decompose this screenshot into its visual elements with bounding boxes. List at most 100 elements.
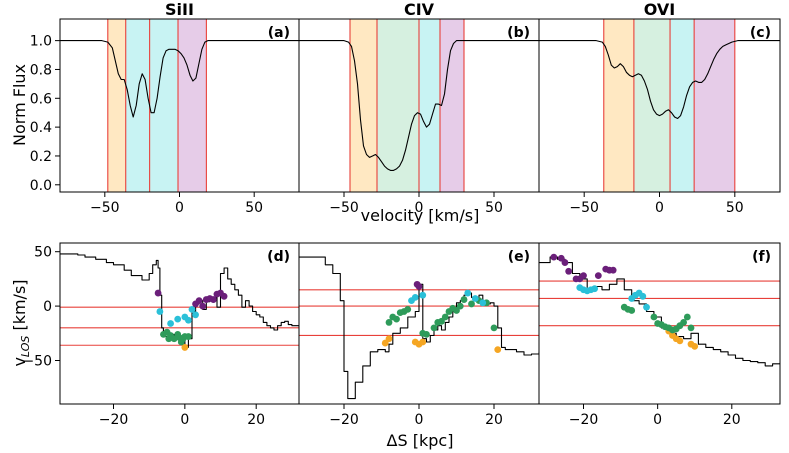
- point-green: [460, 296, 468, 303]
- panel-a: −50 0 50 0.0 0.2 0.4 0.6 0.8 1.0 (a) SiII: [30, 0, 300, 216]
- band-cyan: [419, 19, 440, 192]
- x-tick-label: 0: [180, 412, 189, 428]
- point-cyan: [156, 308, 164, 315]
- x-tick-label: 20: [485, 412, 503, 428]
- panel-label: (b): [507, 25, 530, 41]
- point-orange: [494, 346, 502, 354]
- x-tick-label: −50: [569, 200, 599, 216]
- x-tick-label: 0: [653, 412, 662, 428]
- panel-title: OVI: [644, 0, 676, 19]
- point-cyan: [639, 292, 647, 300]
- point-purple: [209, 296, 217, 303]
- point-orange: [385, 335, 393, 343]
- point-purple: [561, 259, 569, 266]
- plot-area: [60, 253, 299, 351]
- band-orange: [350, 19, 377, 192]
- plot-area: [299, 256, 539, 400]
- series-line: [299, 256, 539, 400]
- point-green: [683, 313, 691, 321]
- point-orange: [676, 337, 684, 345]
- x-tick-label: 0: [415, 412, 424, 428]
- x-tick-label: 0: [655, 200, 664, 216]
- band-cyan: [670, 19, 695, 192]
- point-purple: [199, 302, 207, 310]
- point-green: [490, 324, 498, 332]
- panel-label: (e): [508, 249, 530, 265]
- point-cyan: [411, 293, 419, 301]
- x-tick-label: −50: [329, 200, 359, 216]
- panel-title: CIV: [404, 0, 435, 19]
- point-purple: [195, 297, 203, 305]
- band-cyan: [125, 19, 150, 192]
- panel-e: −20 0 20 (e): [298, 242, 540, 428]
- point-cyan: [192, 311, 199, 319]
- point-green: [430, 324, 438, 332]
- point-cyan: [479, 299, 487, 307]
- bottom-x-axis-label: ΔS [kpc]: [387, 431, 454, 450]
- y-tick-label: 0: [43, 299, 52, 315]
- point-green: [404, 305, 412, 313]
- point-cyan: [174, 315, 182, 323]
- y-tick-label: 50: [34, 245, 52, 261]
- band-cyan: [149, 19, 179, 192]
- x-tick-label: 50: [726, 200, 744, 216]
- x-tick-label: −20: [569, 412, 599, 428]
- band-orange: [603, 19, 634, 192]
- x-tick-label: 0: [415, 200, 424, 216]
- point-green: [423, 330, 430, 338]
- series-line: [60, 40, 299, 118]
- panel-label: (c): [750, 25, 771, 41]
- top-x-axis-label: velocity [km/s]: [361, 206, 480, 225]
- plot-area: [60, 19, 299, 192]
- band-orange: [107, 19, 126, 192]
- ylabel-v: v: [10, 357, 29, 366]
- band-purple: [694, 19, 735, 192]
- point-cyan: [188, 305, 196, 313]
- point-purple: [154, 289, 162, 297]
- point-purple: [580, 272, 587, 280]
- x-tick-label: 20: [247, 412, 265, 428]
- y-tick-label: −50: [22, 353, 52, 369]
- y-tick-label: 0.2: [30, 149, 52, 165]
- x-tick-label: −50: [90, 200, 120, 216]
- band-purple: [178, 19, 207, 192]
- panel-c: −50 0 50 (c) OVI: [538, 0, 781, 216]
- point-cyan: [167, 320, 174, 327]
- y-tick-label: 0.8: [30, 62, 52, 78]
- point-purple: [609, 266, 617, 274]
- axes-frame: [59, 242, 300, 405]
- panel-f: −20 0 20 (f): [538, 242, 781, 428]
- plot-area: [539, 19, 780, 192]
- band-green: [377, 19, 419, 192]
- panel-b: −50 0 50 (b) CIV: [298, 0, 540, 216]
- y-tick-label: 0.4: [30, 120, 52, 136]
- y-tick-label: 0.6: [30, 91, 52, 107]
- point-cyan: [471, 295, 479, 302]
- point-purple: [594, 272, 602, 280]
- point-purple: [415, 283, 423, 290]
- series-line: [539, 40, 780, 120]
- x-tick-label: 0: [175, 200, 184, 216]
- ylabel-subscript: LOS: [19, 336, 32, 357]
- panel-label: (f): [752, 249, 771, 265]
- x-tick-label: 50: [245, 200, 263, 216]
- panel-label: (d): [267, 249, 290, 265]
- point-purple: [220, 292, 228, 300]
- x-tick-label: −20: [329, 412, 359, 428]
- plot-area: [539, 253, 780, 367]
- x-tick-label: −20: [99, 412, 129, 428]
- y-tick-label: 0.0: [30, 178, 52, 194]
- ylabel-unit: [km/s]: [10, 279, 29, 335]
- point-green: [385, 319, 393, 326]
- panel-label: (a): [268, 25, 290, 41]
- point-green: [441, 313, 449, 321]
- point-purple: [565, 267, 573, 275]
- point-cyan: [419, 291, 427, 299]
- point-cyan: [464, 289, 472, 297]
- point-green: [680, 319, 687, 326]
- series-line: [299, 40, 539, 171]
- panel-d: −20 0 20 −50 0 50 (d): [22, 242, 300, 428]
- point-orange: [419, 338, 427, 346]
- y-tick-label: 1.0: [30, 34, 52, 50]
